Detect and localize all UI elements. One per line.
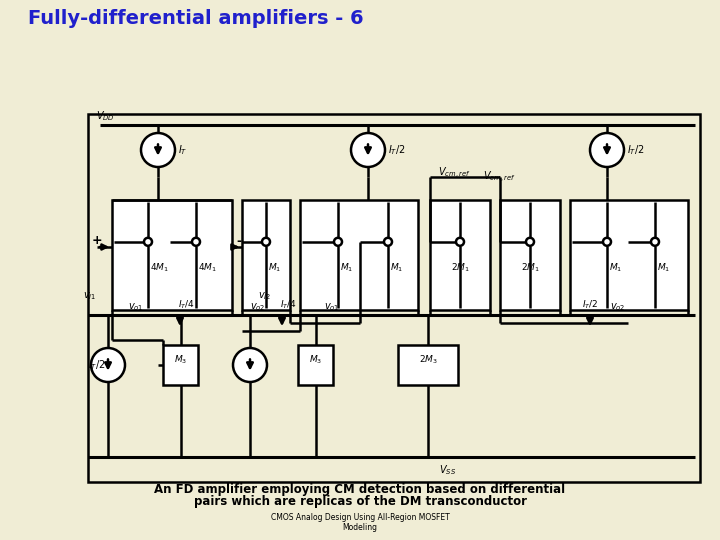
Text: Modeling: Modeling <box>343 523 377 531</box>
Text: $V_{cm,ref}$: $V_{cm,ref}$ <box>438 165 471 180</box>
Text: $I_T/4$: $I_T/4$ <box>280 299 297 311</box>
Circle shape <box>456 238 464 246</box>
Text: $4M_1$: $4M_1$ <box>198 262 217 274</box>
Text: $M_1$: $M_1$ <box>657 262 670 274</box>
Circle shape <box>384 238 392 246</box>
Circle shape <box>144 238 152 246</box>
Bar <box>500 200 560 310</box>
Text: $V_{cm,ref}$: $V_{cm,ref}$ <box>483 170 516 185</box>
Text: $M_1$: $M_1$ <box>609 262 622 274</box>
Bar <box>242 200 290 310</box>
Text: -: - <box>236 234 242 247</box>
Text: $I_T/4$: $I_T/4$ <box>178 299 195 311</box>
Text: $2M_1$: $2M_1$ <box>451 262 469 274</box>
Circle shape <box>91 348 125 382</box>
Text: $4M_1$: $4M_1$ <box>150 262 169 274</box>
Text: $V_{DD}$: $V_{DD}$ <box>96 109 114 123</box>
Bar <box>88 114 700 482</box>
Circle shape <box>192 238 200 246</box>
Text: $I_T/2$: $I_T/2$ <box>88 358 105 372</box>
Text: Fully-differential amplifiers - 6: Fully-differential amplifiers - 6 <box>28 10 364 29</box>
Text: $v_{o2}$: $v_{o2}$ <box>610 301 626 313</box>
Circle shape <box>334 238 342 246</box>
Text: An FD amplifier employing CM detection based on differential: An FD amplifier employing CM detection b… <box>154 483 566 496</box>
Circle shape <box>233 348 267 382</box>
Bar <box>430 200 490 310</box>
Text: $v_{o1}$: $v_{o1}$ <box>324 301 340 313</box>
Text: $v_{i1}$: $v_{i1}$ <box>83 290 96 302</box>
Circle shape <box>590 133 624 167</box>
Text: $I_T$: $I_T$ <box>178 143 187 157</box>
Bar <box>112 200 232 310</box>
Circle shape <box>651 238 659 246</box>
Circle shape <box>141 133 175 167</box>
Text: $I_T/2$: $I_T/2$ <box>388 143 405 157</box>
Bar <box>570 200 688 310</box>
Circle shape <box>262 238 270 246</box>
Circle shape <box>526 238 534 246</box>
Text: $M_3$: $M_3$ <box>174 354 188 366</box>
Text: $v_{o1}$: $v_{o1}$ <box>128 301 143 313</box>
Circle shape <box>351 133 385 167</box>
Text: $V_{SS}$: $V_{SS}$ <box>439 463 456 477</box>
Text: $2M_3$: $2M_3$ <box>418 354 438 366</box>
Bar <box>300 200 418 310</box>
Bar <box>163 345 198 385</box>
Text: $M_3$: $M_3$ <box>310 354 323 366</box>
Text: $2M_1$: $2M_1$ <box>521 262 539 274</box>
Text: pairs which are replicas of the DM transconductor: pairs which are replicas of the DM trans… <box>194 496 526 509</box>
Text: $I_T/2$: $I_T/2$ <box>582 299 598 311</box>
Text: CMOS Analog Design Using All-Region MOSFET: CMOS Analog Design Using All-Region MOSF… <box>271 514 449 523</box>
Text: $M_1$: $M_1$ <box>340 262 354 274</box>
Bar <box>298 345 333 385</box>
Text: $v_{o2}$: $v_{o2}$ <box>250 301 266 313</box>
Text: $v_{i2}$: $v_{i2}$ <box>258 290 271 302</box>
Circle shape <box>603 238 611 246</box>
Text: $M_1$: $M_1$ <box>268 262 282 274</box>
Text: +: + <box>91 234 102 247</box>
Text: $M_1$: $M_1$ <box>390 262 403 274</box>
Text: $I_T/2$: $I_T/2$ <box>627 143 644 157</box>
Bar <box>398 345 458 385</box>
